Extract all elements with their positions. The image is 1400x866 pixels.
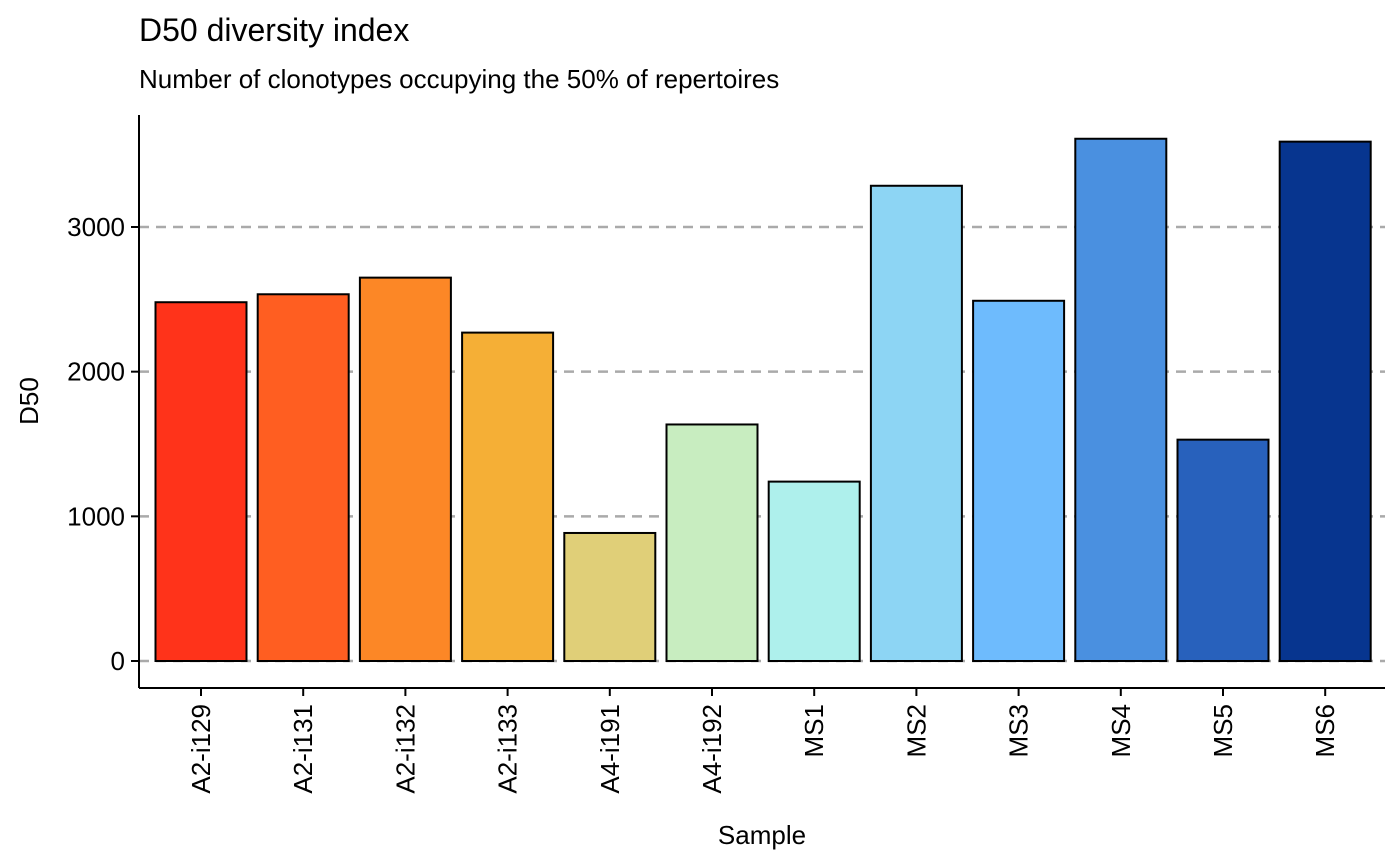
bar-ms1 xyxy=(767,480,861,663)
x-tick-label-a2-i133: A2-i133 xyxy=(493,704,523,794)
bar-a2-i129 xyxy=(154,301,248,662)
x-tick-label-a4-i191: A4-i191 xyxy=(595,704,625,794)
y-tick-label-0: 0 xyxy=(111,646,125,676)
bar-ms6 xyxy=(1278,140,1372,662)
x-ticks: A2-i129 A2-i131 A2-i132 A2-i133 A4-i191 A4-i1… xyxy=(186,688,1340,794)
y-tick-label-1000: 1000 xyxy=(67,501,125,531)
bar-ms2 xyxy=(869,184,963,663)
bar-a2-i131 xyxy=(256,293,350,662)
axes xyxy=(138,115,1385,689)
bar-a4-i191 xyxy=(563,531,657,662)
x-tick-label-ms2: MS2 xyxy=(901,704,931,757)
x-tick-label-a2-i131: A2-i131 xyxy=(288,704,318,794)
y-ticks: 0 1000 2000 3000 xyxy=(67,212,139,676)
x-tick-label-ms3: MS3 xyxy=(1004,704,1034,757)
chart-title: D50 diversity index xyxy=(139,12,410,48)
bar-a4-i192 xyxy=(665,423,759,662)
bar-a2-i133 xyxy=(461,331,555,662)
y-axis-label: D50 xyxy=(14,377,44,425)
chart-subtitle: Number of clonotypes occupying the 50% o… xyxy=(139,64,780,94)
bars xyxy=(154,137,1372,663)
x-tick-label-ms4: MS4 xyxy=(1106,704,1136,757)
y-tick-label-3000: 3000 xyxy=(67,212,125,242)
bar-ms4 xyxy=(1074,137,1168,662)
bar-ms5 xyxy=(1176,438,1270,662)
bar-a2-i132 xyxy=(358,276,452,662)
x-tick-label-a2-i132: A2-i132 xyxy=(390,704,420,794)
x-tick-label-ms1: MS1 xyxy=(799,704,829,757)
x-tick-label-ms5: MS5 xyxy=(1208,704,1238,757)
bar-ms3 xyxy=(972,299,1066,662)
x-tick-label-ms6: MS6 xyxy=(1310,704,1340,757)
x-axis-label: Sample xyxy=(718,820,806,850)
x-tick-label-a4-i192: A4-i192 xyxy=(697,704,727,794)
x-tick-label-a2-i129: A2-i129 xyxy=(186,704,216,794)
y-tick-label-2000: 2000 xyxy=(67,357,125,387)
